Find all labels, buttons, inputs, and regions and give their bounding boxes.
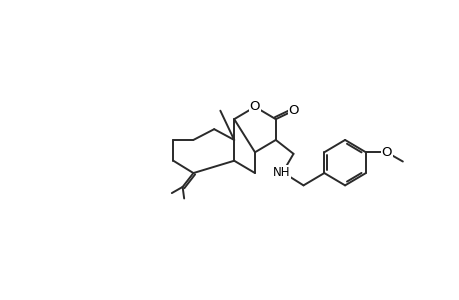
Text: O: O [249,100,260,113]
Text: O: O [381,146,391,159]
Text: O: O [288,104,298,117]
Text: NH: NH [272,166,289,179]
